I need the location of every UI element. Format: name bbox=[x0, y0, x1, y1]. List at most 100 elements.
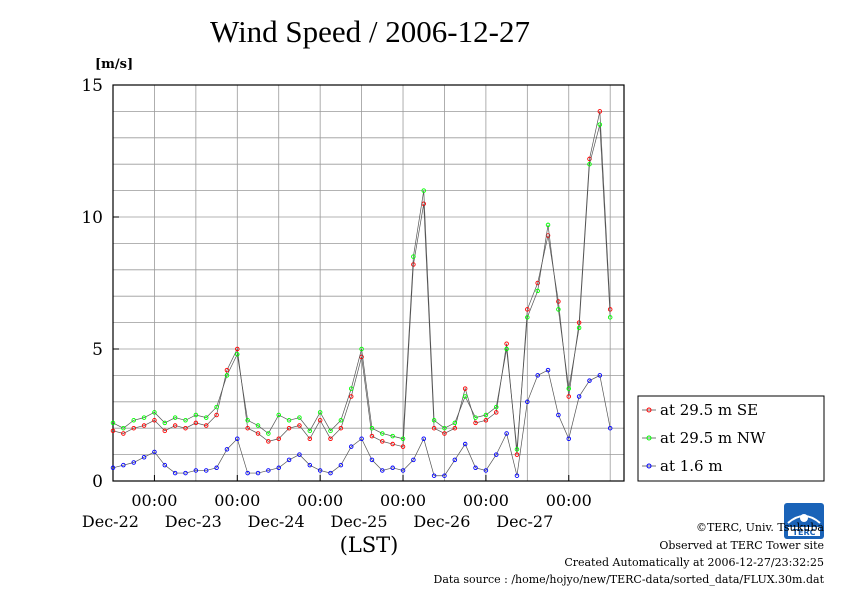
terc-logo-icon: TERC bbox=[784, 503, 824, 539]
data-point bbox=[525, 399, 530, 405]
data-point bbox=[348, 386, 354, 391]
data-point bbox=[607, 425, 613, 431]
series-2 bbox=[110, 367, 613, 478]
data-point bbox=[369, 457, 375, 463]
y-tick-label: 0 bbox=[92, 472, 103, 492]
legend-marker bbox=[646, 435, 652, 441]
data-point bbox=[483, 468, 489, 473]
legend-label: at 29.5 m SE bbox=[660, 401, 758, 419]
data-point bbox=[131, 418, 136, 423]
legend-label: at 29.5 m NW bbox=[660, 429, 766, 447]
data-point bbox=[545, 222, 551, 228]
data-point bbox=[297, 423, 302, 428]
data-point bbox=[483, 418, 489, 423]
data-point bbox=[452, 425, 458, 431]
data-point bbox=[193, 468, 199, 473]
x-tick-date: Dec-27 bbox=[496, 512, 553, 531]
legend-label: at 1.6 m bbox=[660, 457, 723, 475]
data-point bbox=[535, 373, 540, 378]
data-point bbox=[587, 378, 592, 383]
data-point bbox=[203, 415, 209, 420]
data-point bbox=[141, 415, 147, 420]
data-point bbox=[317, 468, 323, 473]
data-point bbox=[587, 161, 592, 167]
data-point bbox=[276, 412, 281, 418]
data-point bbox=[172, 470, 178, 476]
data-point bbox=[255, 431, 261, 436]
legend: at 29.5 m SE at 29.5 m NW at 1.6 m bbox=[637, 395, 825, 482]
data-point bbox=[566, 386, 572, 391]
y-axis-label: [m/s] bbox=[95, 57, 133, 72]
data-point bbox=[152, 410, 157, 415]
data-point bbox=[556, 412, 561, 418]
data-point bbox=[193, 420, 199, 426]
data-point bbox=[514, 473, 520, 478]
data-point bbox=[183, 470, 188, 476]
data-point bbox=[141, 454, 147, 460]
data-point bbox=[266, 468, 271, 473]
data-point bbox=[297, 452, 302, 457]
data-point bbox=[597, 109, 603, 114]
x-tick-date: Dec-25 bbox=[331, 512, 388, 531]
data-point bbox=[400, 444, 406, 449]
data-point bbox=[110, 428, 116, 434]
data-point bbox=[504, 346, 509, 352]
data-point bbox=[235, 436, 240, 442]
data-point bbox=[483, 412, 489, 418]
data-point bbox=[152, 418, 157, 423]
data-point bbox=[328, 436, 333, 442]
data-point bbox=[255, 423, 261, 428]
data-point bbox=[224, 373, 230, 378]
data-point bbox=[556, 299, 561, 304]
data-point bbox=[328, 428, 333, 434]
data-point bbox=[348, 394, 354, 399]
data-point bbox=[162, 420, 168, 426]
data-point bbox=[245, 470, 250, 476]
data-point bbox=[380, 431, 385, 436]
series-0 bbox=[110, 109, 613, 457]
data-point bbox=[172, 423, 178, 428]
data-point bbox=[369, 433, 375, 439]
data-point bbox=[172, 415, 178, 420]
y-tick-label: 15 bbox=[81, 76, 103, 96]
data-point bbox=[535, 280, 540, 286]
data-point bbox=[566, 436, 572, 442]
data-point bbox=[110, 420, 116, 426]
data-point bbox=[380, 439, 385, 444]
data-point bbox=[462, 386, 468, 391]
data-point bbox=[286, 425, 292, 431]
data-point bbox=[224, 447, 230, 452]
data-point bbox=[369, 425, 375, 431]
data-point bbox=[131, 460, 136, 465]
data-point bbox=[390, 441, 395, 447]
data-point bbox=[338, 462, 344, 468]
data-point bbox=[411, 254, 416, 259]
chart-title: Wind Speed / 2006-12-27 bbox=[210, 14, 530, 49]
data-point bbox=[462, 394, 468, 399]
data-point bbox=[587, 156, 592, 162]
data-point bbox=[431, 473, 437, 478]
data-point bbox=[525, 307, 530, 312]
data-point bbox=[400, 436, 406, 442]
legend-marker bbox=[646, 463, 652, 469]
data-point bbox=[390, 465, 395, 471]
data-point bbox=[504, 431, 509, 436]
data-point bbox=[266, 431, 271, 436]
data-point bbox=[597, 373, 603, 378]
footer-observed: Observed at TERC Tower site bbox=[659, 539, 824, 552]
data-point bbox=[245, 418, 250, 423]
y-tick-label: 5 bbox=[92, 340, 103, 360]
x-tick-date: Dec-23 bbox=[165, 512, 222, 531]
x-tick-date: Dec-26 bbox=[413, 512, 470, 531]
data-point bbox=[380, 468, 385, 473]
data-point bbox=[131, 425, 136, 431]
data-point bbox=[576, 325, 582, 331]
data-point bbox=[286, 418, 292, 423]
data-point bbox=[442, 425, 447, 431]
data-point bbox=[214, 465, 219, 471]
data-point bbox=[442, 431, 447, 436]
data-point bbox=[545, 367, 551, 373]
data-point bbox=[597, 122, 603, 127]
y-tick-label: 10 bbox=[81, 208, 103, 228]
